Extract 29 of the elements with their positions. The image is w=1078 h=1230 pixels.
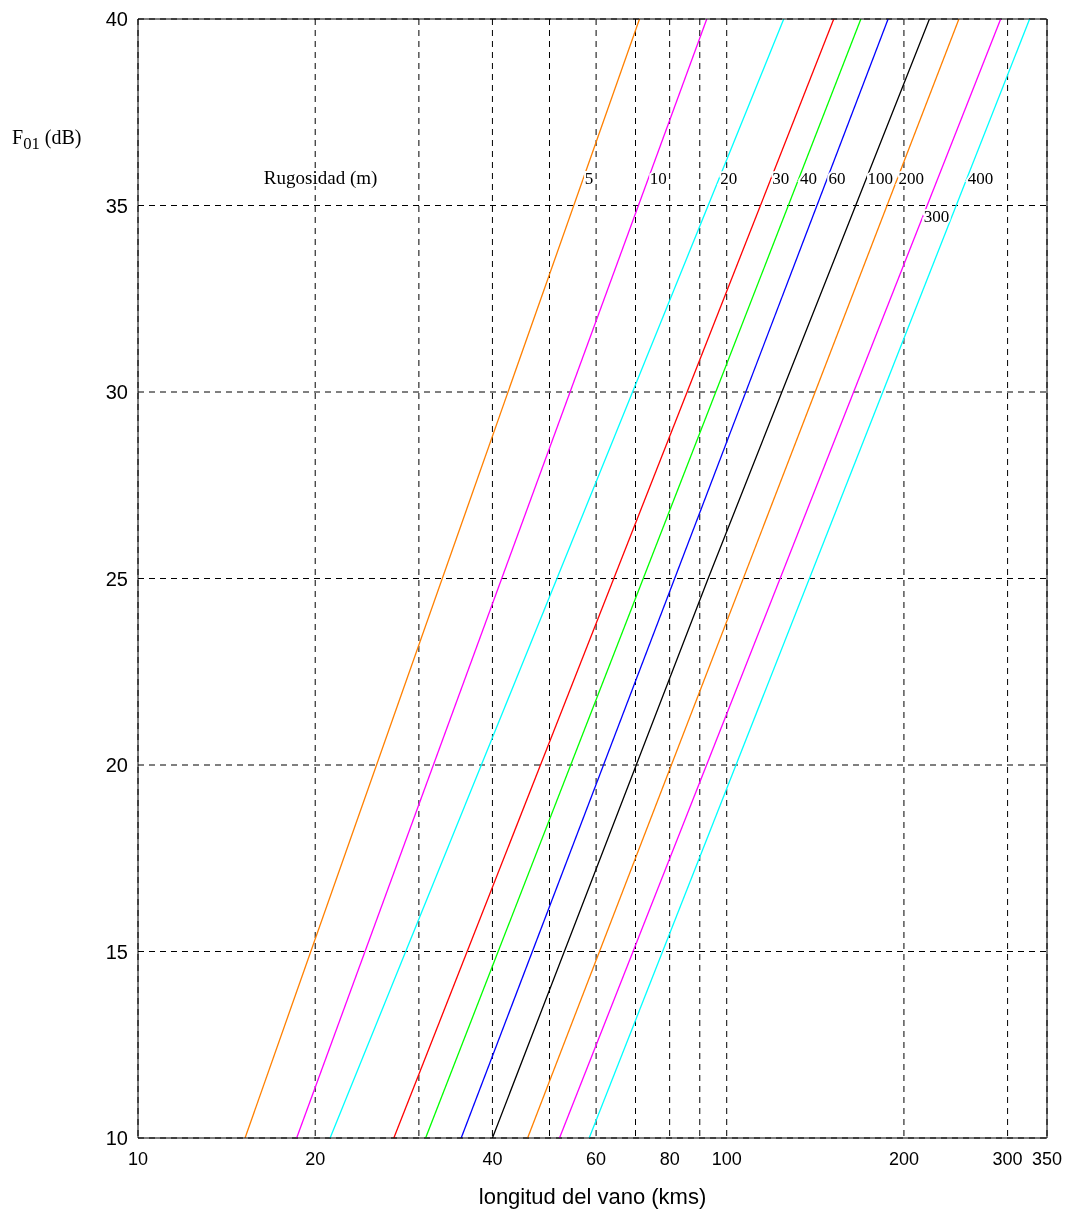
x-tick-label: 10: [127, 1148, 149, 1169]
x-axis-title: longitud del vano (kms): [478, 1184, 707, 1209]
x-tick-label: 80: [659, 1148, 680, 1169]
y-tick-label: 25: [105, 567, 128, 590]
y-tick-label: 10: [105, 1127, 128, 1150]
x-tick-label: 200: [888, 1148, 919, 1169]
series-label: 10: [649, 169, 667, 188]
x-tick-label: 100: [711, 1148, 742, 1169]
x-tick-label: 20: [305, 1148, 326, 1169]
x-tick-label: 350: [1031, 1148, 1063, 1169]
x-tick-label: 300: [992, 1148, 1023, 1169]
series-label: 300: [923, 207, 950, 226]
x-tick-label: 60: [586, 1148, 607, 1169]
series-label: 20: [720, 169, 738, 188]
y-axis-title: F$_{01}$ (dB): [12, 126, 82, 154]
series-label: 30: [772, 169, 790, 188]
y-tick-label: 30: [105, 381, 128, 404]
y-tick-label: 20: [105, 754, 128, 777]
series-label: 5: [584, 169, 594, 188]
legend-title: Rugosidad (m): [263, 167, 378, 189]
series-label: 400: [967, 169, 994, 188]
series-label: 60: [828, 169, 846, 188]
y-tick-label: 15: [105, 940, 128, 963]
series-label: 40: [799, 169, 817, 188]
x-tick-label: 40: [482, 1148, 503, 1169]
series-label: 200: [898, 169, 924, 188]
series-label: 100: [867, 169, 893, 188]
y-tick-label: 35: [105, 194, 128, 217]
y-tick-label: 40: [105, 8, 128, 31]
